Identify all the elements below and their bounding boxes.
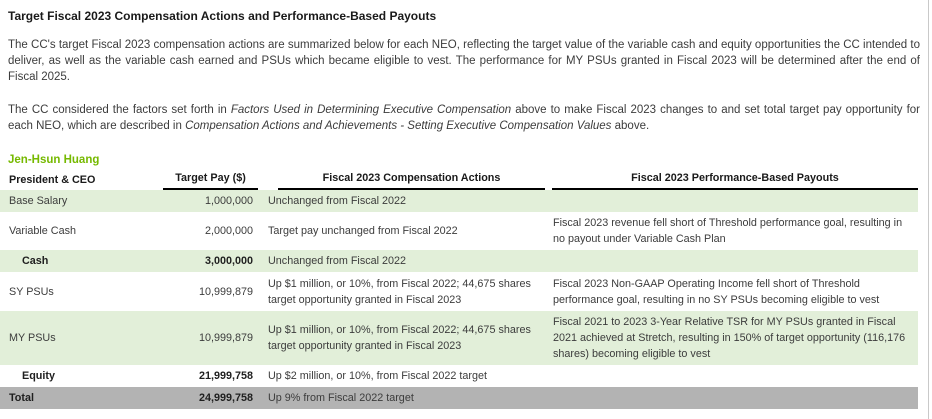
col-header-performance-payouts: Fiscal 2023 Performance-Based Payouts xyxy=(545,170,918,190)
section-title: Target Fiscal 2023 Compensation Actions … xyxy=(8,9,437,23)
italic-reference-1: Factors Used in Determining Executive Co… xyxy=(230,104,512,116)
table-row-equity-subtotal: Equity 21,999,758 Up $2 million, or 10%,… xyxy=(0,365,918,387)
cell-label: Cash xyxy=(22,255,49,267)
cell-actions: Unchanged from Fiscal 2022 xyxy=(268,195,407,207)
cell-target-pay: 3,000,000 xyxy=(204,255,253,267)
cell-actions: Up $2 million, or 10%, from Fiscal 2022 … xyxy=(268,370,488,382)
cell-payouts xyxy=(545,365,918,387)
cell-label: MY PSUs xyxy=(9,332,56,344)
cell-label: Variable Cash xyxy=(9,225,77,237)
cell-payouts: Fiscal 2023 revenue fell short of Thresh… xyxy=(553,217,903,245)
cell-label: Equity xyxy=(22,370,55,382)
table-row-sy-psus: SY PSUs 10,999,879 Up $1 million, or 10%… xyxy=(0,272,918,311)
col-header-target-pay: Target Pay ($) xyxy=(163,170,258,190)
table-row-my-psus: MY PSUs 10,999,879 Up $1 million, or 10%… xyxy=(0,311,918,365)
cell-target-pay: 10,999,879 xyxy=(198,332,253,344)
col-header-president-ceo: President & CEO xyxy=(9,174,96,186)
cell-payouts xyxy=(545,250,918,272)
table-header-row: President & CEO Target Pay ($) Fiscal 20… xyxy=(0,170,918,190)
cell-actions: Unchanged from Fiscal 2022 xyxy=(268,255,407,267)
table-row-base-salary: Base Salary 1,000,000 Unchanged from Fis… xyxy=(0,190,918,212)
cell-actions: Target pay unchanged from Fiscal 2022 xyxy=(268,225,458,237)
officer-name: Jen-Hsun Huang xyxy=(8,154,100,166)
table-row-cash-subtotal: Cash 3,000,000 Unchanged from Fiscal 202… xyxy=(0,250,918,272)
cell-payouts xyxy=(545,190,918,212)
page-border xyxy=(928,0,929,419)
paragraph2-text: The CC considered the factors set forth … xyxy=(8,104,231,116)
paragraph2-text: above. xyxy=(611,120,650,132)
table-row-total: Total 24,999,758 Up 9% from Fiscal 2022 … xyxy=(0,387,918,409)
intro-paragraph-2: The CC considered the factors set forth … xyxy=(8,102,920,134)
cell-target-pay: 10,999,879 xyxy=(198,285,253,298)
cell-label: Base Salary xyxy=(9,195,68,207)
cell-target-pay: 24,999,758 xyxy=(198,392,253,404)
document-page: Target Fiscal 2023 Compensation Actions … xyxy=(0,9,920,409)
cell-target-pay: 2,000,000 xyxy=(204,225,253,237)
table-row-variable-cash: Variable Cash 2,000,000 Target pay uncha… xyxy=(0,212,918,250)
italic-reference-2: Compensation Actions and Achievements - … xyxy=(185,120,612,132)
cell-label: SY PSUs xyxy=(9,285,54,298)
col-header-compensation-actions: Fiscal 2023 Compensation Actions xyxy=(258,170,545,190)
cell-actions: Up $1 million, or 10%, from Fiscal 2022;… xyxy=(268,277,531,306)
cell-label: Total xyxy=(9,392,34,404)
paragraph2-text: above to make Fiscal 2023 changes to and… xyxy=(8,104,921,132)
cell-actions: Up $1 million, or 10%, from Fiscal 2022;… xyxy=(268,324,531,352)
cell-payouts xyxy=(545,387,918,409)
compensation-table: President & CEO Target Pay ($) Fiscal 20… xyxy=(0,170,918,409)
cell-payouts: Fiscal 2023 Non-GAAP Operating Income fe… xyxy=(553,277,880,306)
cell-payouts: Fiscal 2021 to 2023 3-Year Relative TSR … xyxy=(553,316,906,360)
cell-actions: Up 9% from Fiscal 2022 target xyxy=(268,392,414,404)
intro-paragraph-1: The CC's target Fiscal 2023 compensation… xyxy=(8,39,920,83)
cell-target-pay: 21,999,758 xyxy=(198,370,253,382)
cell-target-pay: 1,000,000 xyxy=(204,195,253,207)
